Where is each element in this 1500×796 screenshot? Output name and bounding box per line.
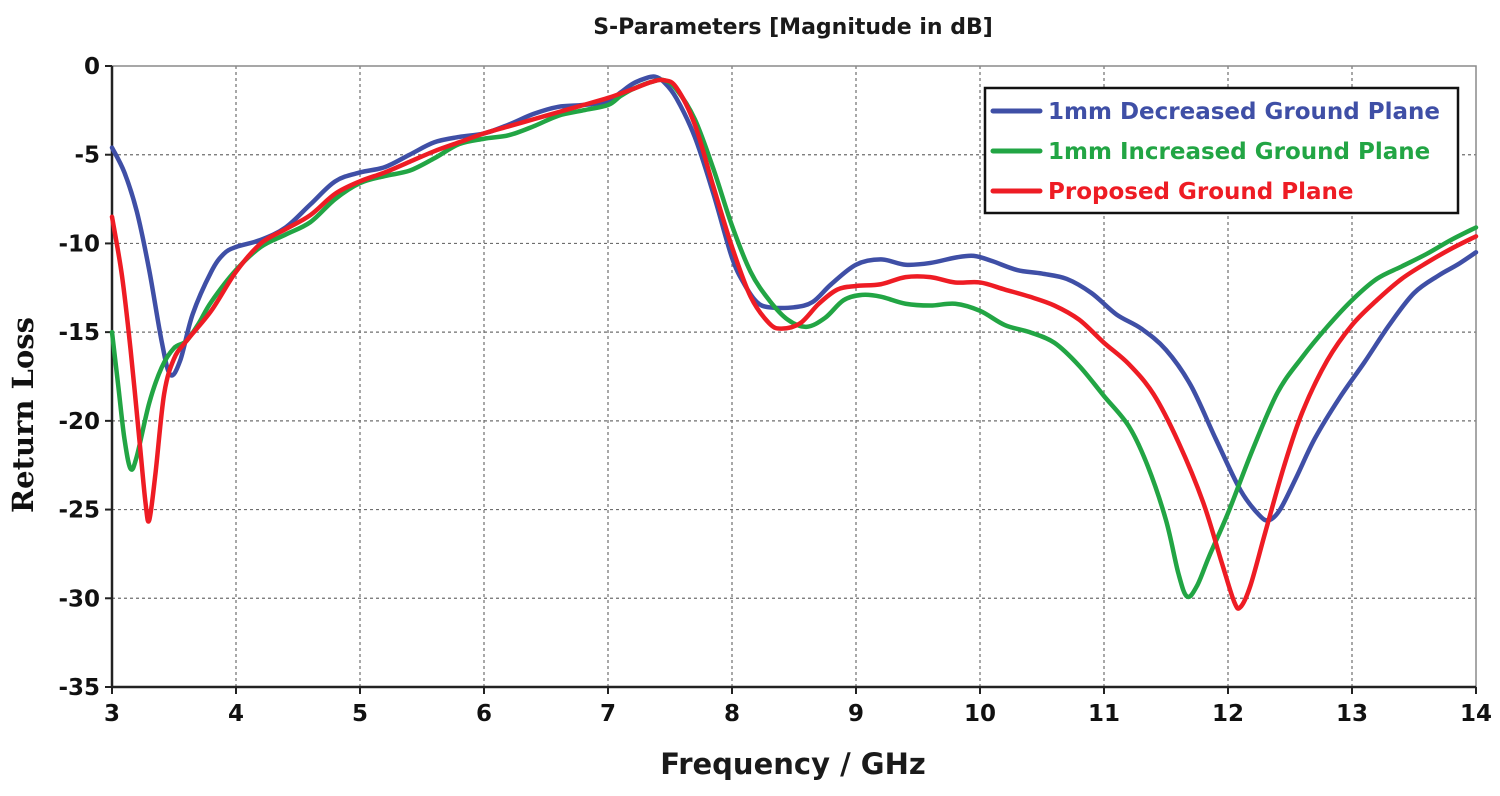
y-tick-label: -35	[58, 675, 100, 701]
legend-label-1mm-increased-ground-plane: 1mm Increased Ground Plane	[1048, 139, 1430, 165]
y-axis-label: Return Loss	[6, 317, 40, 513]
legend: 1mm Decreased Ground Plane 1mm Increased …	[983, 86, 1460, 215]
legend-label-proposed-ground-plane: Proposed Ground Plane	[1048, 179, 1354, 205]
x-tick-label: 7	[600, 701, 616, 727]
x-tick-label: 5	[352, 701, 368, 727]
legend-box	[983, 86, 1460, 215]
y-tick-label: -25	[58, 498, 100, 524]
legend-label-1mm-decreased-ground-plane: 1mm Decreased Ground Plane	[1048, 99, 1440, 125]
x-tick-label: 4	[228, 701, 244, 727]
y-tick-label: -10	[58, 231, 100, 257]
x-tick-label: 13	[1336, 701, 1368, 727]
x-tick-label: 12	[1212, 701, 1244, 727]
x-tick-label: 8	[724, 701, 740, 727]
y-tick-label: 0	[84, 54, 100, 80]
y-tick-label: -30	[58, 586, 100, 612]
chart-title: S-Parameters [Magnitude in dB]	[593, 15, 993, 40]
x-axis-ticks: 3 4 5 6 7 8 9 10 11 12 13 14	[104, 687, 1492, 727]
x-tick-label: 11	[1088, 701, 1120, 727]
y-tick-label: -15	[58, 320, 100, 346]
x-tick-label: 6	[476, 701, 492, 727]
y-axis-ticks: 0 -5 -10 -15 -20 -25 -30 -35	[58, 54, 112, 701]
y-tick-label: -20	[58, 409, 100, 435]
x-tick-label: 3	[104, 701, 120, 727]
x-tick-label: 10	[964, 701, 996, 727]
series-line-proposed-ground-plane	[109, 77, 1479, 611]
x-tick-label: 9	[848, 701, 864, 727]
y-tick-label: -5	[74, 143, 100, 169]
series-lines	[109, 74, 1479, 611]
x-axis-label: Frequency / GHz	[660, 747, 925, 781]
x-tick-label: 14	[1460, 701, 1492, 727]
